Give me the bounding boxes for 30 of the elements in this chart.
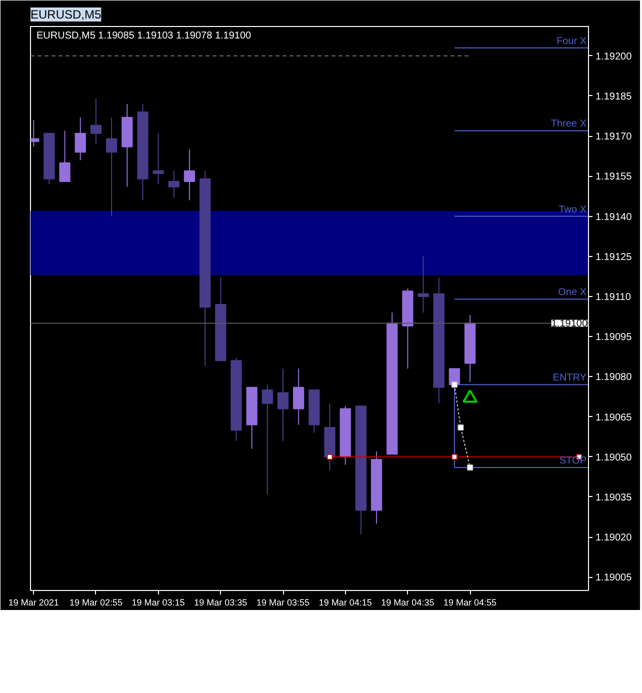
ref-line-label: 1.19100	[551, 318, 588, 330]
y-tick-label: 1.19200	[596, 51, 632, 62]
y-tick-label: 1.19170	[596, 132, 632, 143]
y-tick-label: 1.19155	[596, 172, 632, 183]
y-tick-label: 1.19110	[596, 292, 632, 303]
x-tick-label: 19 Mar 2021	[8, 598, 59, 608]
x-tick-label: 19 Mar 03:55	[256, 598, 310, 608]
x-tick-label: 19 Mar 03:35	[194, 598, 248, 608]
y-tick-label: 1.19035	[596, 492, 632, 504]
y-tick-label: 1.19065	[596, 412, 632, 424]
x-tick-label: 19 Mar 04:35	[381, 598, 434, 608]
chart-title: EURUSD,M5	[30, 8, 102, 22]
y-tick-label: 1.19125	[596, 252, 632, 263]
chart-subtitle: EURUSD,M5 1.19085 1.19103 1.19078 1.19100	[36, 30, 252, 42]
series-label: One X	[558, 287, 587, 298]
x-tick-label: 19 Mar 04:55	[444, 598, 497, 608]
y-tick-label: 1.19020	[596, 532, 632, 544]
y-tick-label: 1.19095	[596, 332, 632, 344]
y-tick-label: 1.19005	[596, 572, 632, 584]
x-tick-label: 19 Mar 02:55	[69, 598, 122, 608]
series-label: ENTRY	[552, 372, 587, 384]
series-label: Four X	[556, 36, 587, 47]
series-label: Three X	[550, 118, 587, 130]
y-tick-label: 1.19140	[596, 212, 632, 223]
y-tick-label: 1.19050	[596, 452, 632, 464]
y-tick-label: 1.19080	[596, 372, 632, 384]
x-tick-label: 19 Mar 04:15	[318, 598, 372, 608]
x-tick-label: 19 Mar 03:15	[132, 598, 185, 608]
series-label: STOP	[559, 456, 587, 467]
y-tick-label: 1.19185	[596, 92, 632, 102]
